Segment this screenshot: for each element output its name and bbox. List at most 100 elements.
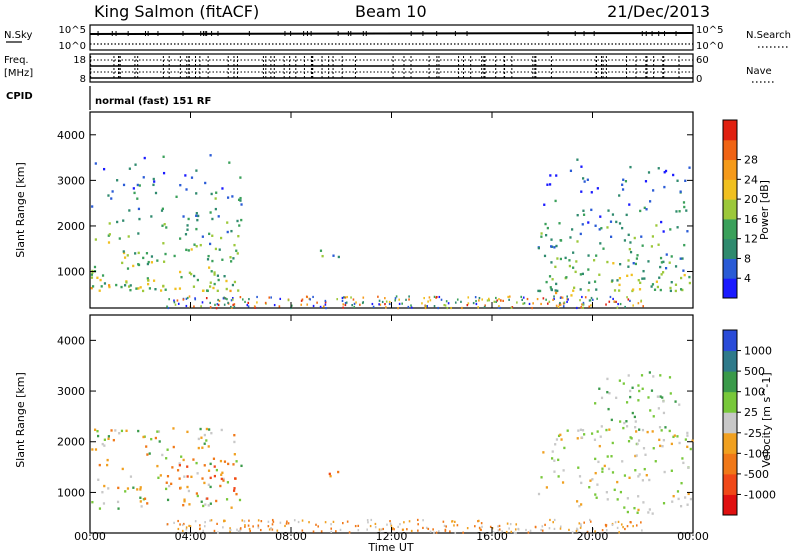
power-cell	[612, 297, 614, 301]
velocity-cell	[606, 498, 609, 501]
power-cell	[576, 213, 579, 217]
power-cell	[618, 194, 621, 197]
power-cell	[609, 220, 613, 223]
power-cell	[554, 289, 557, 292]
velocity-cell	[545, 486, 548, 489]
power-cell	[209, 154, 212, 157]
velocity-cell	[382, 527, 385, 531]
power-cell	[188, 271, 191, 275]
velocity-cell	[616, 480, 619, 484]
power-cell	[629, 250, 633, 254]
velocity-cell	[623, 474, 627, 477]
power-cell	[579, 288, 582, 291]
velocity-cell	[229, 528, 232, 532]
power-cell	[598, 273, 601, 276]
velocity-cell	[199, 524, 201, 527]
velocity-cell	[576, 500, 579, 503]
power-cell	[173, 301, 176, 304]
velocity-cell	[686, 434, 689, 437]
power-cell	[628, 247, 631, 251]
velocity-cell	[248, 527, 251, 531]
velocity-cell	[677, 497, 680, 501]
power-cell	[182, 215, 185, 218]
velocity-cell	[680, 481, 683, 485]
velocity-cell	[534, 525, 537, 528]
xtick-label: 12:00	[376, 530, 408, 543]
power-cell	[627, 298, 630, 301]
velocity-cell	[330, 523, 332, 526]
power-cell	[142, 176, 145, 179]
power-colorbar-tick-label: 24	[744, 173, 758, 186]
power-cell	[168, 298, 170, 301]
power-cell	[660, 220, 663, 224]
power-cell	[175, 195, 178, 198]
power-cell	[122, 183, 126, 187]
velocity-cell	[332, 520, 335, 523]
velocity-cell	[267, 525, 270, 528]
power-cell	[630, 273, 633, 277]
power-cell	[581, 303, 583, 306]
velocity-cell	[681, 457, 684, 460]
power-cell	[394, 299, 397, 302]
power-cell	[475, 299, 477, 303]
power-cell	[645, 208, 648, 211]
power-y-ticks: 1000 2000 3000 4000	[57, 129, 693, 279]
velocity-cell	[662, 502, 666, 505]
power-cell	[639, 281, 642, 285]
power-cell	[632, 304, 634, 307]
power-cell	[637, 279, 640, 282]
velocity-cell	[615, 396, 618, 400]
power-cell	[621, 226, 624, 230]
power-cell	[213, 282, 216, 286]
power-cell	[582, 213, 586, 216]
power-cell	[688, 275, 691, 279]
velocity-cell	[580, 503, 583, 506]
power-cell	[195, 227, 198, 231]
velocity-cell	[636, 511, 639, 514]
power-cell	[632, 262, 635, 265]
velocity-cell	[165, 481, 168, 484]
velocity-cell	[492, 531, 495, 534]
power-cell	[615, 220, 618, 224]
power-cell	[679, 257, 682, 260]
velocity-cell	[631, 411, 634, 415]
power-cell	[385, 306, 387, 309]
power-cell	[566, 300, 568, 304]
power-cell	[127, 285, 131, 288]
power-cell	[388, 300, 391, 304]
velocity-cell	[271, 528, 274, 531]
power-cell	[555, 282, 558, 286]
velocity-cell	[566, 429, 569, 432]
power-cell	[498, 298, 500, 301]
power-cell	[467, 296, 470, 299]
power-cell	[596, 297, 598, 300]
power-cell	[444, 304, 447, 307]
power-cell	[421, 302, 423, 305]
power-cell	[398, 298, 401, 301]
velocity-cell	[416, 518, 419, 522]
velocity-cell	[293, 519, 296, 522]
time-xlabel: Time UT	[367, 541, 413, 554]
power-cell	[186, 296, 189, 300]
power-cell	[150, 261, 154, 264]
velocity-cell	[402, 528, 405, 531]
velocity-cell	[118, 432, 121, 435]
station-title: King Salmon (fitACF)	[94, 2, 259, 21]
velocity-cell	[209, 476, 212, 480]
power-cell	[526, 297, 529, 301]
power-cell	[214, 207, 217, 211]
power-cell	[624, 180, 628, 183]
power-cell	[496, 299, 498, 302]
velocity-cell	[576, 437, 579, 440]
velocity-cell	[599, 435, 602, 438]
velocity-cell	[589, 520, 592, 523]
power-cell	[116, 179, 119, 182]
power-cell	[495, 300, 497, 304]
velocity-cell	[525, 528, 527, 532]
power-cell	[542, 297, 545, 300]
velocity-cell	[635, 524, 638, 527]
beam-title: Beam 10	[355, 2, 427, 21]
velocity-ytick-label: 1000	[57, 486, 85, 499]
velocity-cell	[230, 506, 233, 509]
velocity-cell	[178, 477, 181, 480]
